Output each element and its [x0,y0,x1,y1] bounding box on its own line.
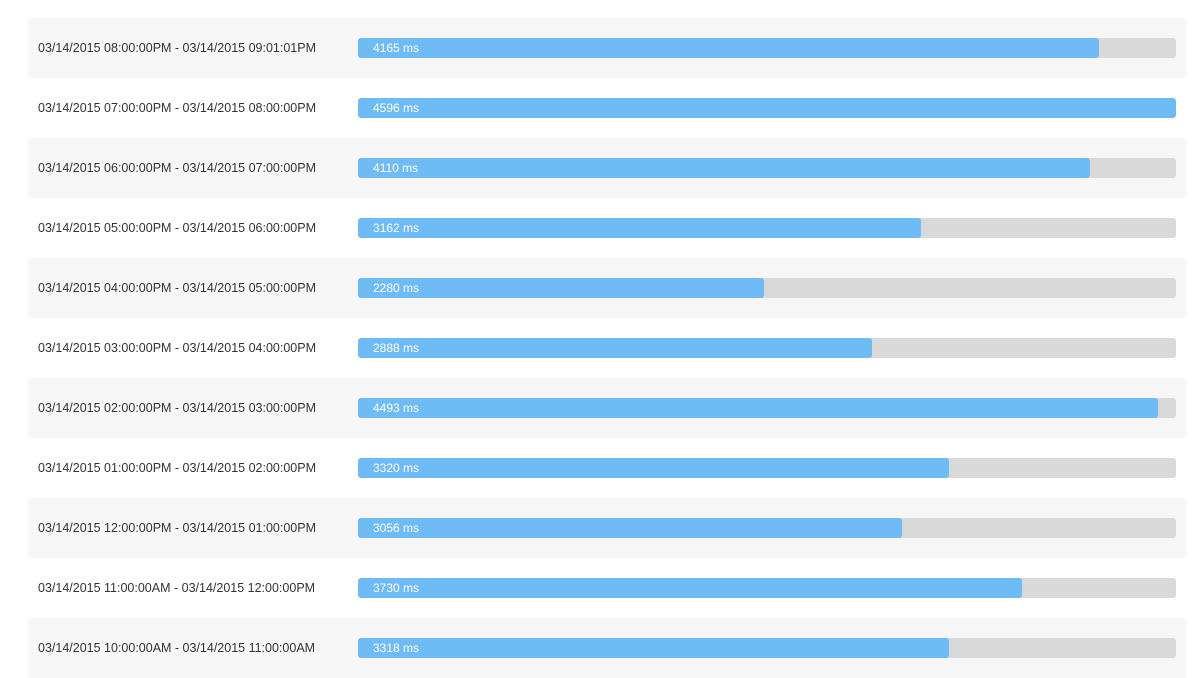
duration-label: 4110 ms [373,161,419,175]
response-time-list: 03/14/2015 08:00:00PM - 03/14/2015 09:01… [28,18,1186,678]
list-item: 03/14/2015 02:00:00PM - 03/14/2015 03:00… [28,378,1186,438]
duration-label: 2888 ms [373,341,420,355]
list-item: 03/14/2015 03:00:00PM - 03/14/2015 04:00… [28,318,1186,378]
progress-bar-fill [358,158,1090,178]
progress-bar-fill [358,38,1100,58]
time-range-label: 03/14/2015 06:00:00PM - 03/14/2015 07:00… [38,161,316,175]
duration-label: 4165 ms [373,41,420,55]
list-item: 03/14/2015 10:00:00AM - 03/14/2015 11:00… [28,618,1186,678]
progress-bar-fill [358,638,949,658]
duration-label: 3320 ms [373,461,420,475]
progress-bar-fill [358,218,921,238]
progress-bar-fill [358,338,872,358]
list-item: 03/14/2015 04:00:00PM - 03/14/2015 05:00… [28,258,1186,318]
progress-bar: 3318 ms [358,638,1176,658]
progress-bar-fill [358,98,1176,118]
progress-bar: 4493 ms [358,398,1176,418]
duration-label: 3162 ms [373,221,420,235]
progress-bar: 2280 ms [358,278,1176,298]
progress-bar: 4165 ms [358,38,1176,58]
progress-bar: 3320 ms [358,458,1176,478]
progress-bar-fill [358,518,902,538]
time-range-label: 03/14/2015 02:00:00PM - 03/14/2015 03:00… [38,401,316,415]
time-range-label: 03/14/2015 12:00:00PM - 03/14/2015 01:00… [38,521,316,535]
time-range-label: 03/14/2015 07:00:00PM - 03/14/2015 08:00… [38,101,316,115]
list-item: 03/14/2015 06:00:00PM - 03/14/2015 07:00… [28,138,1186,198]
duration-label: 3318 ms [373,641,420,655]
time-range-label: 03/14/2015 04:00:00PM - 03/14/2015 05:00… [38,281,316,295]
progress-bar-fill [358,458,949,478]
list-item: 03/14/2015 11:00:00AM - 03/14/2015 12:00… [28,558,1186,618]
time-range-label: 03/14/2015 11:00:00AM - 03/14/2015 12:00… [38,581,316,595]
duration-label: 4596 ms [373,101,420,115]
list-item: 03/14/2015 07:00:00PM - 03/14/2015 08:00… [28,78,1186,138]
progress-bar: 4596 ms [358,98,1176,118]
time-range-label: 03/14/2015 10:00:00AM - 03/14/2015 11:00… [38,641,316,655]
duration-label: 3730 ms [373,581,420,595]
time-range-label: 03/14/2015 08:00:00PM - 03/14/2015 09:01… [38,41,316,55]
time-range-label: 03/14/2015 05:00:00PM - 03/14/2015 06:00… [38,221,316,235]
progress-bar: 3162 ms [358,218,1176,238]
duration-label: 2280 ms [373,281,420,295]
time-range-label: 03/14/2015 01:00:00PM - 03/14/2015 02:00… [38,461,316,475]
progress-bar: 3730 ms [358,578,1176,598]
list-item: 03/14/2015 12:00:00PM - 03/14/2015 01:00… [28,498,1186,558]
duration-label: 3056 ms [373,521,420,535]
progress-bar-fill [358,278,764,298]
duration-label: 4493 ms [373,401,420,415]
progress-bar-fill [358,398,1158,418]
progress-bar-fill [358,578,1022,598]
time-range-label: 03/14/2015 03:00:00PM - 03/14/2015 04:00… [38,341,316,355]
list-item: 03/14/2015 08:00:00PM - 03/14/2015 09:01… [28,18,1186,78]
list-item: 03/14/2015 01:00:00PM - 03/14/2015 02:00… [28,438,1186,498]
progress-bar: 3056 ms [358,518,1176,538]
list-item: 03/14/2015 05:00:00PM - 03/14/2015 06:00… [28,198,1186,258]
progress-bar: 2888 ms [358,338,1176,358]
progress-bar: 4110 ms [358,158,1176,178]
